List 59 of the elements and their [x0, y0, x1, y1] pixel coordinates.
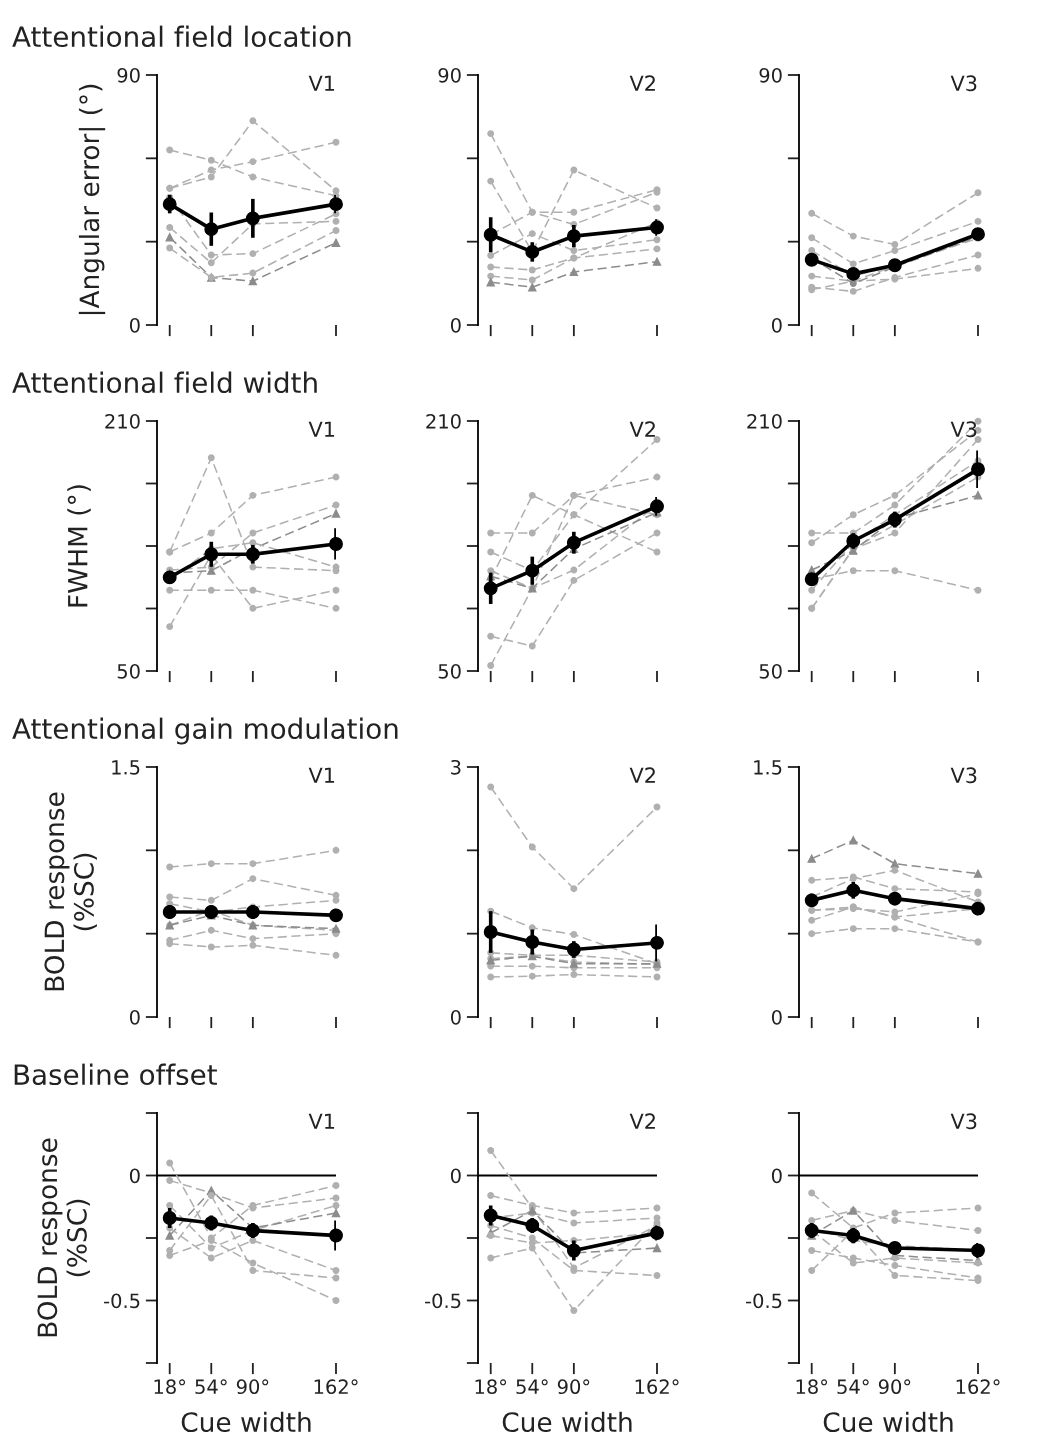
y-tick-label: 0: [771, 1009, 782, 1025]
annotation: V2: [629, 75, 655, 91]
y-tick-label: 0: [450, 1009, 461, 1025]
x-tick-label: 90°: [236, 1379, 269, 1395]
annotation: V3: [950, 767, 977, 784]
y-tick-label: 0: [771, 1168, 782, 1184]
annotation: V3: [950, 1113, 977, 1130]
chart-title: Attentional gain modulation: [12, 717, 398, 745]
y-tick-label: 90: [117, 67, 140, 83]
x-tick-label: 18°: [154, 1379, 186, 1395]
y-tick-label: 0: [771, 317, 782, 333]
x-tick-label: 54°: [195, 1379, 227, 1395]
chart-title: Baseline offset: [14, 1063, 217, 1086]
x-tick-label: 18°: [796, 1379, 828, 1395]
x-tick-label: 162°: [956, 1379, 1000, 1395]
annotation: V1: [308, 421, 335, 437]
y-tick-label: 90: [759, 67, 782, 83]
y-tick-label: 0: [450, 1168, 461, 1184]
x-tick-label: 54°: [516, 1379, 548, 1395]
y-tick-label: -0.5: [104, 1293, 140, 1309]
y-axis-title: BOLD response (%SC): [44, 792, 97, 991]
annotation: V1: [308, 75, 335, 91]
x-tick-label: 54°: [837, 1379, 869, 1395]
y-tick-label: 210: [426, 413, 461, 429]
x-tick-label: 162°: [314, 1379, 358, 1395]
x-tick-label: 162°: [635, 1379, 679, 1395]
x-tick-label: 90°: [878, 1379, 911, 1395]
y-axis-title: BOLD response (%SC): [37, 1138, 90, 1337]
annotation: V1: [308, 767, 335, 783]
annotation: V1: [308, 1113, 335, 1129]
y-tick-label: 1.5: [112, 760, 140, 775]
x-axis-title: Cue width: [502, 1411, 632, 1433]
y-tick-label: 50: [438, 663, 461, 679]
x-axis-title: Cue width: [181, 1411, 311, 1433]
chart-title: Attentional field width: [12, 371, 317, 394]
annotation: V2: [629, 1113, 655, 1129]
y-tick-label: 210: [747, 413, 782, 429]
x-tick-label: 90°: [557, 1379, 590, 1395]
y-tick-label: 0: [129, 317, 140, 333]
y-tick-label: 50: [117, 663, 140, 679]
y-tick-label: 0: [450, 317, 461, 333]
x-tick-label: 18°: [475, 1379, 507, 1395]
y-tick-label: -0.5: [746, 1293, 782, 1309]
y-tick-label: 3: [451, 759, 461, 775]
y-tick-label: 0: [129, 1168, 140, 1184]
y-tick-label: 0: [129, 1009, 140, 1025]
x-axis-title: Cue width: [823, 1411, 953, 1433]
annotation: V3: [950, 421, 977, 438]
y-axis-title: |Angular error| (°): [78, 84, 106, 315]
annotation: V3: [950, 75, 977, 92]
y-axis-title: FWHM (°): [67, 485, 91, 607]
y-tick-label: 1.5: [754, 760, 782, 775]
chart-title: Attentional field location: [12, 25, 351, 48]
annotation: V2: [629, 421, 655, 437]
y-tick-label: 90: [438, 67, 461, 83]
y-tick-label: -0.5: [425, 1293, 461, 1309]
annotation: V2: [629, 767, 655, 783]
y-tick-label: 210: [105, 413, 140, 429]
y-tick-label: 50: [759, 663, 782, 679]
